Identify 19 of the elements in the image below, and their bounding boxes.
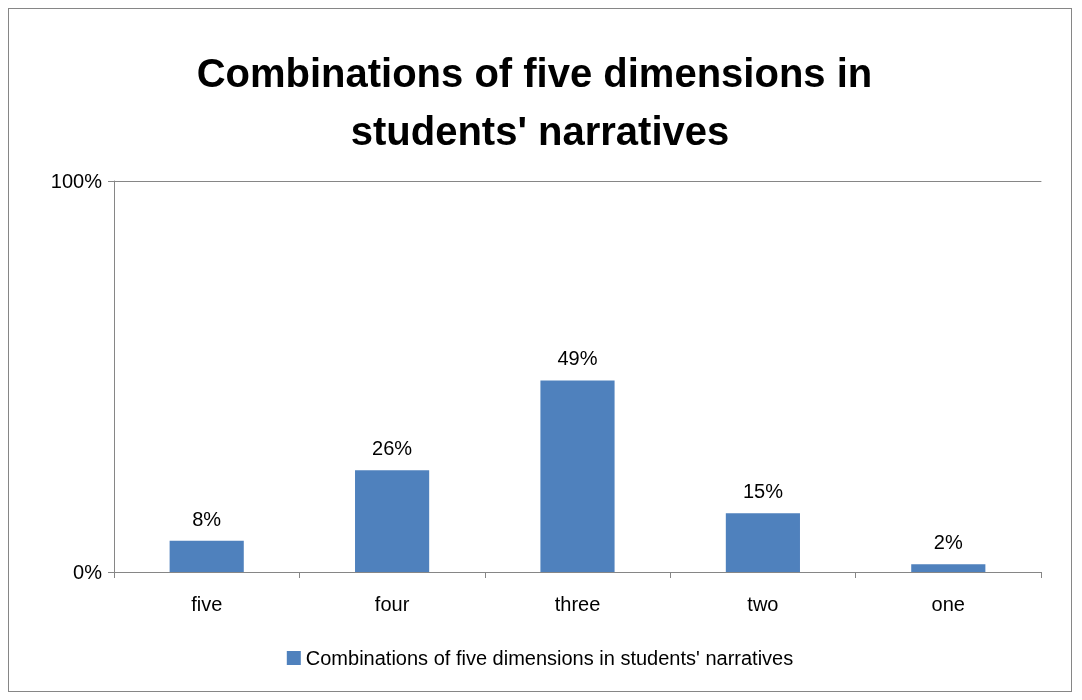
x-tick-label: five <box>191 593 223 615</box>
bar <box>725 513 800 572</box>
legend-label: Combinations of five dimensions in students' narratives <box>305 647 794 669</box>
y-tick-label: 100% <box>50 170 103 192</box>
x-tick-label: two <box>747 593 779 615</box>
chart-title: Combinations of five dimensions in students' narratives <box>196 51 884 153</box>
data-label: 49% <box>557 347 598 370</box>
data-label: 15% <box>742 480 784 503</box>
x-tick-label: four <box>374 593 410 615</box>
bar <box>540 380 615 572</box>
y-tick-label: 0% <box>73 561 103 583</box>
data-label: 26% <box>372 437 413 460</box>
bar <box>355 470 430 572</box>
bar <box>169 540 244 572</box>
data-label: 2% <box>933 531 963 554</box>
x-tick-label: three <box>554 593 601 615</box>
x-tick-label: one <box>931 593 965 615</box>
bar <box>911 564 986 572</box>
data-label: 8% <box>192 507 222 530</box>
